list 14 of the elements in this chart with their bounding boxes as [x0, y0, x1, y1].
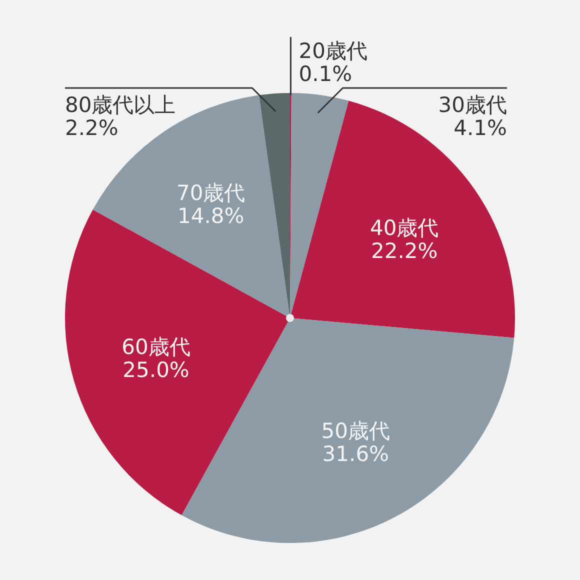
data-label: 14.8% [178, 204, 244, 228]
slice-label: 80歳代以上 [65, 93, 176, 117]
slice-label: 60歳代 [122, 334, 190, 359]
slice-label: 70歳代 [176, 181, 246, 206]
slice-label: 20歳代 [298, 39, 368, 63]
slice-label: 50歳代 [321, 419, 390, 444]
data-label: 2.2% [65, 116, 118, 140]
slice-label: 30歳代 [438, 93, 507, 117]
data-label: 22.2% [371, 239, 438, 264]
data-label: 25.0% [122, 358, 190, 382]
data-label: 4.1% [454, 116, 507, 140]
data-label: 31.6% [322, 442, 390, 466]
slice-label: 40歳代 [370, 216, 439, 240]
data-label: 0.1% [298, 62, 352, 86]
